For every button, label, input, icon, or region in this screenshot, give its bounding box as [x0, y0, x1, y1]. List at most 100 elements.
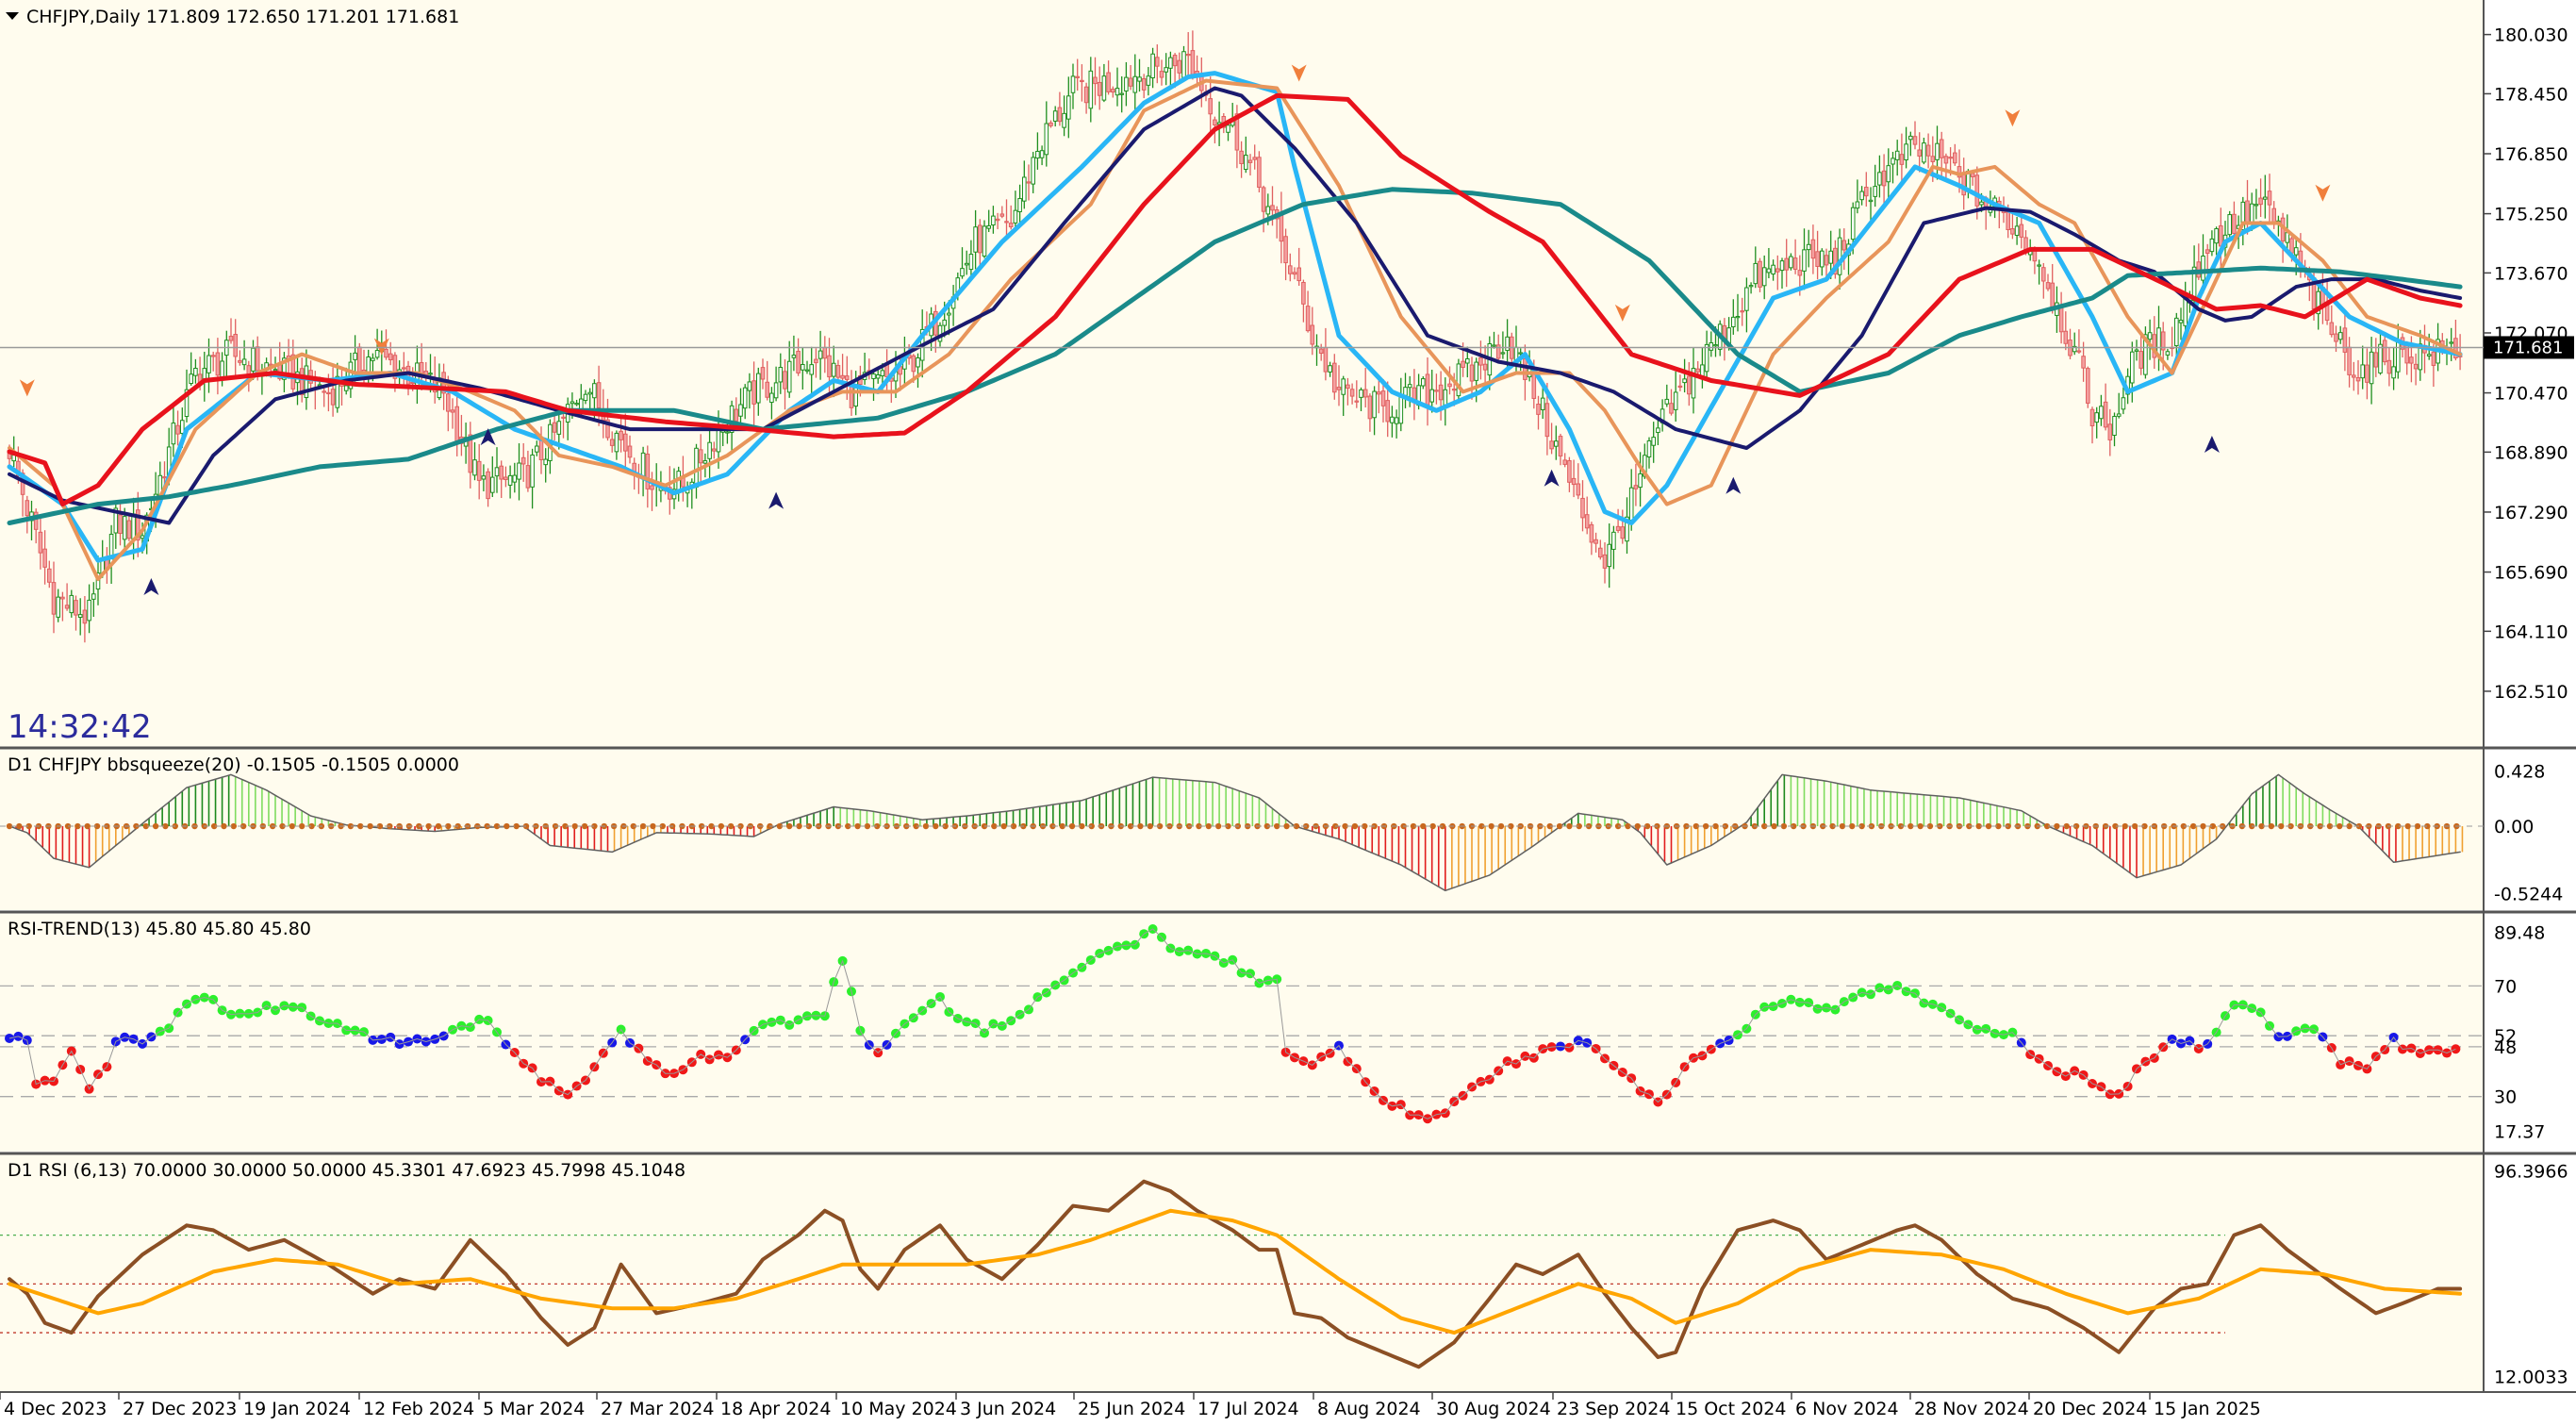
candle-body [69, 594, 74, 614]
candle-body [2409, 356, 2414, 364]
candle-body [1974, 174, 1980, 207]
squeeze-dot [522, 822, 530, 830]
candle-body [2245, 200, 2250, 224]
candle-body [1035, 150, 1040, 159]
candle-body [1669, 403, 1674, 414]
candle-body [2316, 290, 2320, 315]
buy-arrow-icon [1544, 469, 1560, 487]
candle-body [1633, 485, 1639, 489]
candle-body [1625, 516, 1629, 542]
candle-body [499, 465, 504, 480]
candle-body [2072, 345, 2077, 353]
candle-body [1398, 395, 1404, 424]
y-tick-label: 89.48 [2494, 922, 2545, 943]
candle-body [1013, 209, 1018, 224]
candle-body [1283, 236, 1288, 264]
squeeze-dot [1780, 822, 1788, 830]
candle-body [734, 408, 739, 422]
candle-body [2271, 207, 2276, 223]
candle-body [694, 447, 699, 488]
squeeze-dot [1643, 822, 1651, 830]
squeeze-dot [562, 822, 569, 830]
candle-body [2116, 413, 2122, 417]
candle-body [384, 348, 388, 358]
candle-body [95, 572, 101, 590]
squeeze-dot [162, 822, 169, 830]
candle-body [2112, 416, 2117, 437]
candle-body [1881, 170, 1887, 187]
candle-body [1234, 113, 1240, 151]
candle-body [1226, 124, 1230, 133]
squeeze-dot [347, 822, 355, 830]
candle-body [525, 465, 531, 489]
candle-body [2267, 191, 2272, 206]
squeeze-dot [2112, 822, 2119, 830]
buy-arrow-icon [143, 578, 159, 596]
candle-body [171, 423, 176, 445]
candle-body [1628, 487, 1634, 522]
candle-body [1097, 81, 1102, 96]
candle-body [1970, 173, 1975, 177]
candle-body [82, 609, 88, 624]
candle-body [1549, 440, 1554, 450]
candle-body [241, 358, 247, 366]
candle-body [1779, 260, 1785, 272]
x-tick-label: 4 Dec 2023 [4, 1399, 107, 1419]
candle-body [1124, 76, 1129, 91]
candle-body [1713, 344, 1718, 347]
candle-body [1740, 310, 1745, 313]
candle-body [1899, 154, 1905, 165]
candle-body [1576, 483, 1581, 496]
candle-body [1066, 95, 1071, 120]
candle-body [2134, 349, 2139, 352]
candle-body [1761, 267, 1767, 287]
candle-body [1474, 361, 1479, 381]
candle-body [1567, 459, 1572, 483]
candle-body [535, 445, 539, 453]
candle-body [428, 373, 433, 375]
squeeze-dot [2268, 822, 2275, 830]
squeeze-dot [6, 822, 13, 830]
squeeze-dot [922, 822, 930, 830]
candle-body [490, 476, 495, 493]
candle-body [1873, 186, 1878, 197]
candle-body [494, 467, 500, 477]
squeeze-dot [74, 822, 81, 830]
candle-body [2329, 322, 2335, 336]
candle-body [1111, 89, 1115, 93]
candle-body [849, 383, 854, 408]
candle-body [1664, 398, 1670, 405]
squeeze-dot [1156, 822, 1164, 830]
rsi-trend-line [8, 928, 2456, 1119]
candle-body [25, 500, 30, 517]
x-tick-label: 15 Jan 2025 [2154, 1399, 2261, 1419]
candle-body [1323, 346, 1329, 373]
candle-body [193, 368, 198, 376]
candle-body [1704, 343, 1709, 373]
buy-arrow-icon [1726, 476, 1742, 494]
candle-body [2352, 374, 2356, 378]
candle-body [2089, 408, 2095, 427]
candle-body [2254, 204, 2259, 207]
candle-body [2232, 213, 2237, 234]
chart-menu-triangle-icon[interactable] [6, 12, 19, 20]
candle-body [1301, 281, 1306, 305]
candle-body [916, 356, 920, 368]
squeeze-dot [1849, 822, 1856, 830]
x-axis: 4 Dec 2023 27 Dec 2023 19 Jan 2024 12 Feb 2… [0, 1392, 2261, 1419]
candle-body [1164, 67, 1169, 73]
buy-arrow-icon [2204, 436, 2220, 454]
candle-body [481, 475, 487, 480]
candle-body [1244, 155, 1248, 170]
candle-body [619, 430, 623, 440]
squeeze-dot [445, 822, 452, 830]
squeeze-dot [1975, 822, 1982, 830]
candle-body [1438, 384, 1444, 401]
y-tick-label: 165.690 [2494, 563, 2568, 584]
candle-body [1039, 150, 1045, 158]
candle-body [1332, 362, 1337, 393]
candle-body [1132, 75, 1138, 93]
candle-body [180, 420, 185, 434]
candle-body [1270, 205, 1275, 211]
candle-body [556, 421, 562, 435]
